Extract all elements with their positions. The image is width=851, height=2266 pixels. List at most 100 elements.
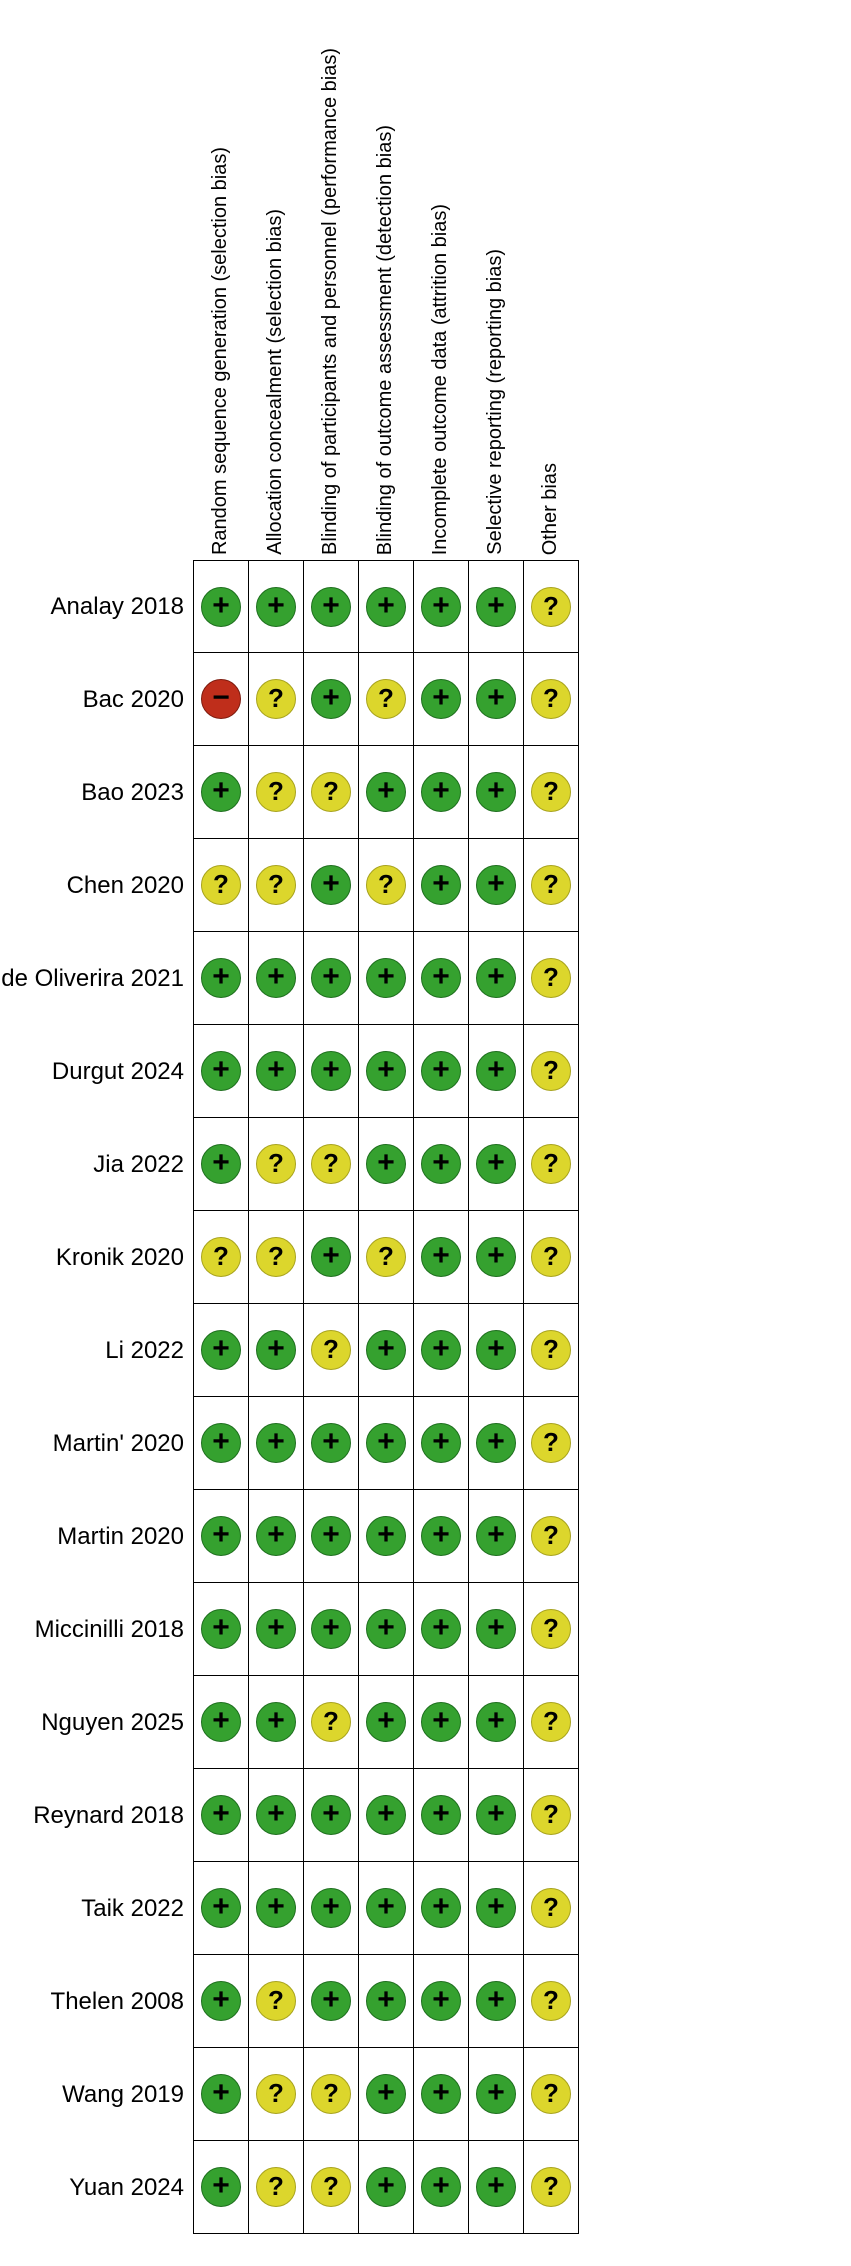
bias-cell: + xyxy=(469,1397,524,1490)
risk-of-bias-grid: Analay 2018 + + + + + +? Bac 2020−? +? + +? Bao 202… xyxy=(0,560,851,2234)
judgment-symbol: + xyxy=(267,1425,285,1458)
bias-cell: + xyxy=(304,1211,359,1304)
study-label: Wang 2019 xyxy=(62,2080,184,2108)
low-risk-icon: + xyxy=(421,1981,461,2021)
unclear-risk-icon: ? xyxy=(256,865,296,905)
judgment-symbol: + xyxy=(432,960,450,993)
judgment-cells: +?? + + +? xyxy=(193,746,579,839)
low-risk-icon: + xyxy=(421,772,461,812)
table-row: Taik 2022 + + + + + +? xyxy=(0,1862,851,1955)
judgment-symbol: + xyxy=(432,774,450,807)
judgment-cells: + + + + + +? xyxy=(193,1490,579,1583)
bias-cell: + xyxy=(249,1676,304,1769)
bias-cell: + xyxy=(414,1862,469,1955)
low-risk-icon: + xyxy=(366,1330,406,1370)
low-risk-icon: + xyxy=(366,1144,406,1184)
judgment-symbol: ? xyxy=(543,962,559,992)
judgment-symbol: ? xyxy=(543,776,559,806)
judgment-symbol: + xyxy=(212,1053,230,1086)
judgment-symbol: + xyxy=(212,960,230,993)
judgment-symbol: + xyxy=(377,1983,395,2016)
study-label: Thelen 2008 xyxy=(50,1987,184,2015)
judgment-symbol: + xyxy=(267,1704,285,1737)
unclear-risk-icon: ? xyxy=(201,865,241,905)
bias-cell: ? xyxy=(304,1676,359,1769)
judgment-symbol: ? xyxy=(213,1241,229,1271)
judgment-symbol: ? xyxy=(543,2171,559,2201)
bias-cell: ? xyxy=(524,1955,579,2048)
low-risk-icon: + xyxy=(311,1423,351,1463)
study-label: Bao 2023 xyxy=(81,778,184,806)
bias-cell: + xyxy=(359,1025,414,1118)
unclear-risk-icon: ? xyxy=(531,679,571,719)
study-label: Yuan 2024 xyxy=(69,2173,184,2201)
judgment-symbol: + xyxy=(432,1890,450,1923)
bias-cell: + xyxy=(249,1304,304,1397)
judgment-symbol: ? xyxy=(543,1799,559,1829)
judgment-symbol: + xyxy=(267,1797,285,1830)
study-label: Jia 2022 xyxy=(93,1150,184,1178)
low-risk-icon: + xyxy=(256,1609,296,1649)
bias-cell: + xyxy=(194,1862,249,1955)
bias-cell: + xyxy=(469,932,524,1025)
table-row: Kronik 2020?? +? + +? xyxy=(0,1211,851,1304)
judgment-symbol: + xyxy=(377,1146,395,1179)
column-header: Incomplete outcome data (attrition bias) xyxy=(413,8,468,560)
low-risk-icon: + xyxy=(311,586,351,627)
judgment-cells: +?? + + +? xyxy=(193,1118,579,1211)
low-risk-icon: + xyxy=(311,865,351,905)
bias-cell: ? xyxy=(524,560,579,653)
column-header: Selective reporting (reporting bias) xyxy=(468,8,523,560)
judgment-symbol: + xyxy=(322,1890,340,1923)
bias-cell: ? xyxy=(194,839,249,932)
bias-cell: + xyxy=(469,2141,524,2234)
low-risk-icon: + xyxy=(201,772,241,812)
unclear-risk-icon: ? xyxy=(366,679,406,719)
low-risk-icon: + xyxy=(476,1609,516,1649)
study-label: Chen 2020 xyxy=(66,871,184,899)
bias-cell: ? xyxy=(194,1211,249,1304)
low-risk-icon: + xyxy=(201,586,241,627)
column-header-label: Blinding of outcome assessment (detectio… xyxy=(374,124,396,555)
table-row: Miccinilli 2018 + + + + + +? xyxy=(0,1583,851,1676)
column-header-label: Selective reporting (reporting bias) xyxy=(484,249,506,555)
low-risk-icon: + xyxy=(311,1888,351,1928)
judgment-symbol: + xyxy=(267,1890,285,1923)
judgment-symbol: + xyxy=(377,774,395,807)
table-row: Reynard 2018 + + + + + +? xyxy=(0,1769,851,1862)
judgment-symbol: ? xyxy=(543,1520,559,1550)
judgment-symbol: + xyxy=(322,1797,340,1830)
column-header-label: Random sequence generation (selection bi… xyxy=(209,146,231,555)
judgment-symbol: ? xyxy=(268,1148,284,1178)
low-risk-icon: + xyxy=(366,586,406,627)
table-row: Wang 2019 +?? + + +? xyxy=(0,2048,851,2141)
bias-cell: + xyxy=(469,1676,524,1769)
unclear-risk-icon: ? xyxy=(531,1702,571,1742)
low-risk-icon: + xyxy=(256,1051,296,1091)
judgment-symbol: + xyxy=(432,1239,450,1272)
bias-cell: + xyxy=(304,839,359,932)
low-risk-icon: + xyxy=(421,1702,461,1742)
unclear-risk-icon: ? xyxy=(311,1144,351,1184)
low-risk-icon: + xyxy=(311,1237,351,1277)
low-risk-icon: + xyxy=(201,1795,241,1835)
low-risk-icon: + xyxy=(366,1888,406,1928)
low-risk-icon: + xyxy=(201,1423,241,1463)
bias-cell: + xyxy=(359,746,414,839)
bias-cell: + xyxy=(469,1862,524,1955)
unclear-risk-icon: ? xyxy=(531,1981,571,2021)
low-risk-icon: + xyxy=(476,1423,516,1463)
low-risk-icon: + xyxy=(201,2167,241,2207)
judgment-symbol: + xyxy=(377,1797,395,1830)
judgment-symbol: + xyxy=(377,960,395,993)
low-risk-icon: + xyxy=(366,1702,406,1742)
bias-cell: + xyxy=(469,1583,524,1676)
bias-cell: + xyxy=(304,1025,359,1118)
study-label: Li 2022 xyxy=(105,1336,184,1364)
judgment-symbol: + xyxy=(267,960,285,993)
bias-cell: + xyxy=(469,1211,524,1304)
judgment-symbol: ? xyxy=(268,1985,284,2015)
judgment-cells: + + + + + +? xyxy=(193,560,579,653)
bias-cell: ? xyxy=(524,1862,579,1955)
column-header-row: Random sequence generation (selection bi… xyxy=(0,8,851,560)
